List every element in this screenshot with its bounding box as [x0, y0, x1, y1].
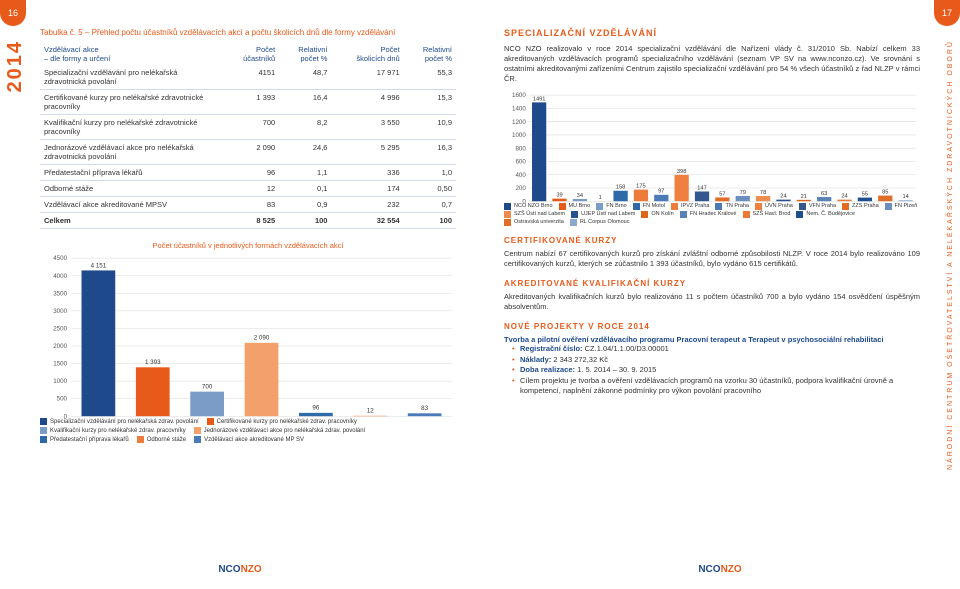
svg-text:398: 398	[677, 168, 687, 174]
svg-text:24: 24	[841, 193, 847, 199]
page-number-right: 17	[934, 0, 960, 26]
side-text: NÁRODNÍ CENTRUM OŠETŘOVATELSTVÍ A NELÉKA…	[947, 40, 954, 470]
svg-text:158: 158	[616, 184, 626, 190]
legend-item: SZŠ Havl. Brod	[743, 211, 791, 218]
svg-text:1600: 1600	[512, 92, 526, 99]
th-rel1: Relativnípočet %	[279, 43, 331, 65]
svg-text:200: 200	[515, 185, 526, 192]
para-2: Centrum nabízí 67 certifikovaných kurzů …	[504, 249, 920, 269]
table-row: Vzdělávací akce akreditované MPSV830,923…	[40, 197, 456, 213]
legend-item: Kvalifikační kurzy pro nelékařské zdrav.…	[40, 427, 186, 434]
svg-text:1400: 1400	[512, 105, 526, 112]
svg-text:700: 700	[202, 384, 213, 391]
svg-text:500: 500	[57, 396, 68, 403]
svg-text:1000: 1000	[53, 378, 67, 385]
para-1: NCO NZO realizovalo v roce 2014 speciali…	[504, 44, 920, 85]
svg-text:600: 600	[515, 158, 526, 165]
svg-text:14: 14	[902, 194, 908, 200]
svg-text:147: 147	[697, 185, 707, 191]
table-row-total: Celkem8 52510032 554100	[40, 213, 456, 229]
svg-text:3500: 3500	[53, 290, 67, 297]
svg-text:24: 24	[780, 193, 786, 199]
chart1-legend: Specializační vzdělávání pro nelékařská …	[40, 418, 456, 443]
svg-text:55: 55	[862, 191, 868, 197]
svg-text:96: 96	[312, 405, 319, 412]
svg-text:34: 34	[577, 192, 583, 198]
legend-item: SZŠ Ústí nad Labem	[504, 211, 565, 218]
project-bullets: Registrační číslo: CZ.1.04/1.1.00/D3.000…	[504, 344, 920, 397]
svg-text:4000: 4000	[53, 273, 67, 280]
page-number-left: 16	[0, 0, 26, 26]
chart2-legend: NCO NZO BrnoMU BrnoFN BrnoFN MotolIPVZ P…	[504, 203, 920, 226]
year-label: 2014	[4, 40, 27, 93]
para-3: Akreditovaných kvalifikačních kurzů bylo…	[504, 292, 920, 312]
chart2: 0200400600800100012001400160014913934115…	[504, 91, 920, 201]
section-head-2: CERTIFIKOVANÉ KURZY	[504, 236, 920, 245]
table-title: Tabulka č. 5 – Přehled počtu účastníků v…	[40, 28, 456, 37]
svg-text:97: 97	[658, 188, 664, 194]
legend-item: RL Corpus Olomouc	[570, 219, 630, 226]
svg-text:79: 79	[740, 189, 746, 195]
list-item: Doba realizace: 1. 5. 2014 – 30. 9. 2015	[512, 365, 920, 376]
svg-text:57: 57	[719, 191, 725, 197]
legend-item: Ostravská univerzita	[504, 219, 564, 226]
svg-text:1 393: 1 393	[145, 359, 161, 366]
page-left: 16 2014 Tabulka č. 5 – Přehled počtu úča…	[0, 0, 480, 589]
list-item: Registrační číslo: CZ.1.04/1.1.00/D3.000…	[512, 344, 920, 355]
svg-text:400: 400	[515, 171, 526, 178]
th-name: Vzdělávací akce– dle formy a určení	[40, 43, 223, 65]
table-row: Certifikované kurzy pro nelékařské zdrav…	[40, 90, 456, 115]
project-title: Tvorba a pilotní ověření vzdělávacího pr…	[504, 335, 920, 344]
th-days: Početškolicích dnů	[331, 43, 403, 65]
svg-text:1000: 1000	[512, 132, 526, 139]
table-row: Specializační vzdělávání pro nelékařská …	[40, 65, 456, 90]
page-right: 17 NÁRODNÍ CENTRUM OŠETŘOVATELSTVÍ A NEL…	[480, 0, 960, 589]
svg-text:39: 39	[556, 192, 562, 198]
svg-text:12: 12	[367, 408, 374, 415]
legend-item: FN Hradec Králové	[680, 211, 737, 218]
svg-text:63: 63	[821, 190, 827, 196]
svg-text:21: 21	[801, 193, 807, 199]
svg-text:78: 78	[760, 189, 766, 195]
list-item: Náklady: 2 343 272,32 Kč	[512, 355, 920, 366]
svg-text:175: 175	[636, 183, 646, 189]
svg-text:0: 0	[64, 413, 68, 420]
table-row: Kvalifikační kurzy pro nelékařské zdravo…	[40, 115, 456, 140]
legend-item: Jednorázové vzdělávací akce pro nelékařs…	[194, 427, 366, 434]
table-row: Odborné stáže120,11740,50	[40, 181, 456, 197]
th-rel2: Relativnípočet %	[404, 43, 456, 65]
svg-text:0: 0	[522, 198, 526, 205]
data-table: Vzdělávací akce– dle formy a určení Poče…	[40, 43, 456, 229]
svg-text:2 090: 2 090	[254, 335, 270, 342]
section-head-1: SPECIALIZAČNÍ VZDĚLÁVÁNÍ	[504, 28, 920, 38]
legend-item: UJEP Ústí nad Labem	[571, 211, 635, 218]
svg-text:1: 1	[599, 195, 602, 201]
legend-item: Předatestační příprava lékařů	[40, 436, 129, 443]
svg-text:85: 85	[882, 189, 888, 195]
legend-item: ON Kolín	[641, 211, 673, 218]
section-head-4: NOVÉ PROJEKTY V ROCE 2014	[504, 322, 920, 331]
th-count: Početúčastníků	[223, 43, 279, 65]
legend-item: Nem. Č. Budějovice	[796, 211, 855, 218]
svg-text:3000: 3000	[53, 308, 67, 315]
logo: NCONZO	[698, 564, 741, 575]
svg-text:2000: 2000	[53, 343, 67, 350]
legend-item: Odborné stáže	[137, 436, 186, 443]
chart1: 0500100015002000250030003500400045004 15…	[40, 254, 456, 414]
section-head-3: AKREDITOVANÉ KVALIFIKAČNÍ KURZY	[504, 279, 920, 288]
chart1-title: Počet účastníků v jednotlivých formách v…	[40, 241, 456, 250]
svg-text:800: 800	[515, 145, 526, 152]
svg-text:83: 83	[421, 405, 428, 412]
legend-item: Vzdělávací akce akreditované MP SV	[194, 436, 304, 443]
svg-text:1500: 1500	[53, 361, 67, 368]
svg-text:4 151: 4 151	[91, 262, 107, 269]
svg-text:1200: 1200	[512, 118, 526, 125]
svg-text:2500: 2500	[53, 325, 67, 332]
logo: NCONZO	[218, 564, 261, 575]
table-row: Jednorázové vzdělávací akce pro nelékařs…	[40, 140, 456, 165]
list-item: Cílem projektu je tvorba a ověření vzděl…	[512, 376, 920, 397]
svg-text:4500: 4500	[53, 255, 67, 262]
svg-text:1491: 1491	[533, 96, 546, 102]
table-row: Předatestační příprava lékařů961,13361,0	[40, 165, 456, 181]
